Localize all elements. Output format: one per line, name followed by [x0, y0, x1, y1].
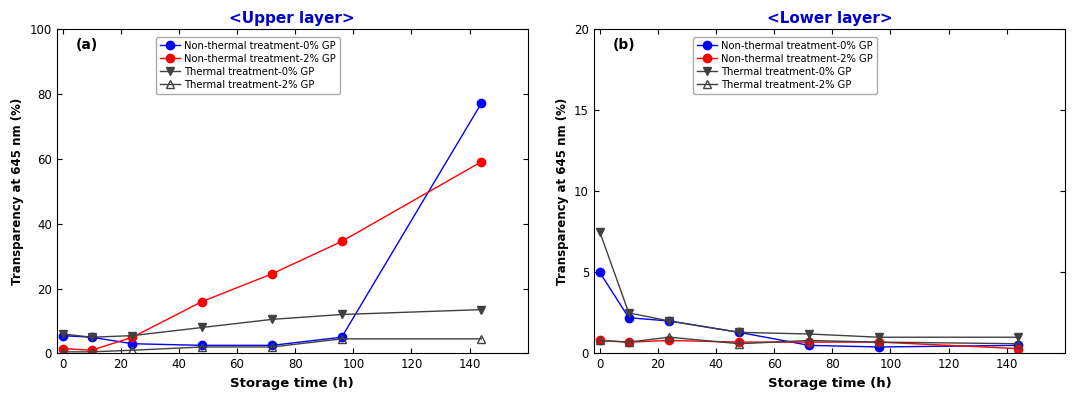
Thermal treatment-2% GP [56, 349, 69, 354]
Line: Non-thermal treatment-0% GP: Non-thermal treatment-0% GP [58, 99, 485, 350]
Text: (b): (b) [612, 38, 635, 53]
Non-thermal treatment-0% GP [1011, 343, 1024, 348]
Line: Non-thermal treatment-0% GP: Non-thermal treatment-0% GP [595, 268, 1022, 351]
Thermal treatment-2% GP [733, 341, 746, 346]
Thermal treatment-2% GP [593, 338, 606, 343]
Thermal treatment-2% GP [1011, 341, 1024, 346]
Non-thermal treatment-2% GP [733, 340, 746, 344]
Non-thermal treatment-2% GP [196, 299, 209, 304]
Legend: Non-thermal treatment-0% GP, Non-thermal treatment-2% GP, Thermal treatment-0% G: Non-thermal treatment-0% GP, Non-thermal… [156, 37, 340, 94]
Non-thermal treatment-2% GP [873, 340, 886, 344]
Non-thermal treatment-0% GP [266, 343, 279, 348]
Line: Non-thermal treatment-2% GP: Non-thermal treatment-2% GP [595, 336, 1022, 353]
Non-thermal treatment-0% GP [593, 270, 606, 275]
Non-thermal treatment-0% GP [663, 318, 676, 323]
Thermal treatment-0% GP [1011, 335, 1024, 340]
Non-thermal treatment-0% GP [126, 341, 139, 346]
Non-thermal treatment-2% GP [1011, 346, 1024, 351]
Line: Thermal treatment-0% GP: Thermal treatment-0% GP [58, 306, 485, 341]
Thermal treatment-0% GP [266, 317, 279, 322]
Thermal treatment-2% GP [803, 338, 816, 343]
Text: (a): (a) [75, 38, 98, 53]
Non-thermal treatment-0% GP [873, 344, 886, 349]
Line: Thermal treatment-2% GP: Thermal treatment-2% GP [595, 333, 1022, 348]
Non-thermal treatment-2% GP [56, 346, 69, 351]
Non-thermal treatment-0% GP [475, 101, 487, 106]
Thermal treatment-0% GP [803, 332, 816, 336]
Thermal treatment-0% GP [475, 307, 487, 312]
Non-thermal treatment-0% GP [336, 335, 349, 340]
Non-thermal treatment-0% GP [85, 335, 98, 340]
Thermal treatment-2% GP [663, 335, 676, 340]
Non-thermal treatment-0% GP [196, 343, 209, 348]
Non-thermal treatment-2% GP [336, 239, 349, 244]
Thermal treatment-0% GP [733, 330, 746, 335]
Non-thermal treatment-2% GP [266, 271, 279, 276]
Non-thermal treatment-2% GP [622, 340, 635, 344]
Thermal treatment-2% GP [126, 348, 139, 352]
Thermal treatment-0% GP [873, 335, 886, 340]
Line: Thermal treatment-0% GP: Thermal treatment-0% GP [595, 227, 1022, 341]
Y-axis label: Transparency at 645 nm (%): Transparency at 645 nm (%) [11, 97, 24, 285]
Line: Thermal treatment-2% GP: Thermal treatment-2% GP [58, 335, 485, 356]
Thermal treatment-2% GP [622, 340, 635, 344]
Non-thermal treatment-2% GP [475, 160, 487, 164]
X-axis label: Storage time (h): Storage time (h) [767, 377, 891, 390]
Thermal treatment-0% GP [593, 229, 606, 234]
Thermal treatment-2% GP [873, 340, 886, 344]
Thermal treatment-2% GP [336, 336, 349, 341]
Title: <Lower layer>: <Lower layer> [766, 11, 892, 26]
Non-thermal treatment-2% GP [593, 338, 606, 343]
Thermal treatment-0% GP [663, 318, 676, 323]
Thermal treatment-0% GP [85, 335, 98, 340]
Thermal treatment-0% GP [56, 332, 69, 336]
Non-thermal treatment-2% GP [126, 335, 139, 340]
X-axis label: Storage time (h): Storage time (h) [230, 377, 354, 390]
Thermal treatment-0% GP [622, 310, 635, 315]
Line: Non-thermal treatment-2% GP: Non-thermal treatment-2% GP [58, 158, 485, 354]
Legend: Non-thermal treatment-0% GP, Non-thermal treatment-2% GP, Thermal treatment-0% G: Non-thermal treatment-0% GP, Non-thermal… [693, 37, 877, 94]
Thermal treatment-2% GP [266, 344, 279, 349]
Y-axis label: Transparency at 645 nm (%): Transparency at 645 nm (%) [555, 97, 568, 285]
Non-thermal treatment-0% GP [622, 315, 635, 320]
Non-thermal treatment-2% GP [803, 340, 816, 344]
Thermal treatment-0% GP [336, 312, 349, 317]
Thermal treatment-0% GP [126, 333, 139, 338]
Thermal treatment-2% GP [85, 349, 98, 354]
Thermal treatment-2% GP [475, 336, 487, 341]
Non-thermal treatment-0% GP [803, 343, 816, 348]
Non-thermal treatment-0% GP [733, 330, 746, 335]
Thermal treatment-0% GP [196, 325, 209, 330]
Non-thermal treatment-0% GP [56, 333, 69, 338]
Non-thermal treatment-2% GP [85, 348, 98, 352]
Non-thermal treatment-2% GP [663, 338, 676, 343]
Title: <Upper layer>: <Upper layer> [229, 11, 355, 26]
Thermal treatment-2% GP [196, 344, 209, 349]
